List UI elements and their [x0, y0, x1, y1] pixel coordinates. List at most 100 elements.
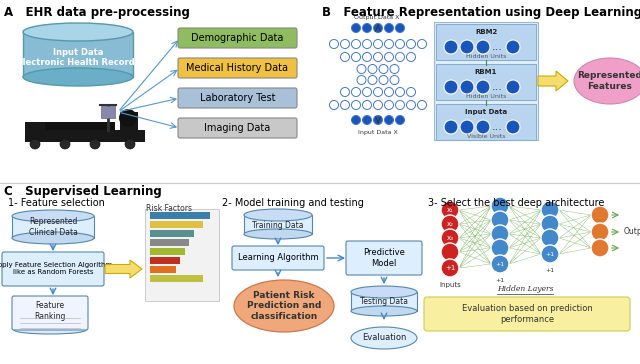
FancyBboxPatch shape: [178, 58, 297, 78]
Text: Input Data X: Input Data X: [358, 130, 398, 135]
Text: Imaging Data: Imaging Data: [204, 123, 271, 133]
Circle shape: [379, 64, 388, 74]
Text: ...: ...: [492, 42, 502, 52]
Text: +1: +1: [545, 252, 555, 257]
Bar: [150, 274, 203, 281]
Text: Predictive
Model: Predictive Model: [363, 248, 405, 268]
Circle shape: [444, 40, 458, 54]
Text: Represented
Features: Represented Features: [577, 71, 640, 91]
FancyBboxPatch shape: [232, 246, 324, 270]
Circle shape: [491, 255, 509, 273]
Text: Demographic Data: Demographic Data: [191, 33, 284, 43]
Text: Risk Factors: Risk Factors: [146, 204, 192, 213]
Circle shape: [385, 87, 394, 96]
Text: Patient Risk
Prediction and
classification: Patient Risk Prediction and classificati…: [247, 291, 321, 321]
Circle shape: [396, 87, 404, 96]
Circle shape: [330, 40, 339, 48]
Circle shape: [476, 120, 490, 134]
Text: Training Data: Training Data: [252, 221, 304, 229]
Circle shape: [351, 115, 360, 124]
Bar: [150, 248, 185, 254]
Circle shape: [60, 139, 70, 149]
Text: x₃: x₃: [447, 235, 453, 241]
Circle shape: [390, 75, 399, 84]
FancyBboxPatch shape: [101, 106, 115, 118]
Circle shape: [374, 100, 383, 110]
Text: Evaluation: Evaluation: [362, 333, 406, 343]
Circle shape: [444, 120, 458, 134]
Bar: [150, 238, 189, 245]
Text: C   Supervised Learning: C Supervised Learning: [4, 185, 162, 198]
FancyBboxPatch shape: [2, 252, 104, 286]
Circle shape: [491, 197, 509, 215]
FancyBboxPatch shape: [35, 122, 115, 130]
Circle shape: [357, 75, 366, 84]
Ellipse shape: [351, 306, 417, 316]
Text: 2- Model training and testing: 2- Model training and testing: [222, 198, 364, 208]
FancyBboxPatch shape: [178, 118, 297, 138]
Text: Hidden Units: Hidden Units: [466, 95, 506, 99]
Circle shape: [374, 52, 383, 62]
Text: Medical History Data: Medical History Data: [186, 63, 289, 73]
FancyBboxPatch shape: [145, 209, 219, 301]
Ellipse shape: [14, 326, 86, 334]
Circle shape: [340, 40, 349, 48]
Circle shape: [351, 52, 360, 62]
FancyBboxPatch shape: [12, 296, 88, 330]
Text: Output Data X': Output Data X': [355, 15, 402, 20]
Text: Visible Units: Visible Units: [467, 135, 505, 139]
FancyBboxPatch shape: [436, 64, 536, 100]
Circle shape: [374, 87, 383, 96]
Circle shape: [374, 24, 383, 32]
Text: +1: +1: [495, 261, 504, 266]
Circle shape: [362, 115, 371, 124]
Circle shape: [541, 229, 559, 247]
Circle shape: [506, 80, 520, 94]
Circle shape: [362, 24, 371, 32]
Circle shape: [351, 100, 360, 110]
Circle shape: [460, 120, 474, 134]
Text: Evaluation based on prediction
performance: Evaluation based on prediction performan…: [461, 304, 593, 324]
Ellipse shape: [12, 232, 94, 244]
Circle shape: [351, 40, 360, 48]
Circle shape: [362, 87, 371, 96]
FancyBboxPatch shape: [346, 241, 422, 275]
Circle shape: [368, 75, 377, 84]
Circle shape: [406, 100, 415, 110]
Circle shape: [385, 115, 394, 124]
Circle shape: [396, 40, 404, 48]
Circle shape: [396, 24, 404, 32]
Text: A   EHR data pre-processing: A EHR data pre-processing: [4, 6, 190, 19]
Circle shape: [362, 100, 371, 110]
Text: x₂: x₂: [447, 221, 454, 227]
Text: Apply Feature Selection Algorithm
like as Random Forests: Apply Feature Selection Algorithm like a…: [0, 262, 113, 276]
Text: Hidden Units: Hidden Units: [466, 55, 506, 59]
FancyBboxPatch shape: [23, 32, 133, 77]
Circle shape: [385, 100, 394, 110]
FancyBboxPatch shape: [434, 22, 538, 140]
Ellipse shape: [351, 286, 417, 298]
Circle shape: [460, 40, 474, 54]
Bar: [150, 221, 203, 228]
Circle shape: [125, 139, 135, 149]
Circle shape: [441, 229, 459, 247]
Circle shape: [351, 24, 360, 32]
FancyBboxPatch shape: [351, 292, 417, 311]
Circle shape: [396, 115, 404, 124]
Text: Input Data
(Electronic Health Records): Input Data (Electronic Health Records): [13, 48, 143, 67]
Circle shape: [417, 40, 426, 48]
Text: +1: +1: [445, 265, 455, 271]
FancyBboxPatch shape: [178, 28, 297, 48]
Circle shape: [591, 239, 609, 257]
Circle shape: [476, 40, 490, 54]
Circle shape: [444, 80, 458, 94]
Circle shape: [591, 223, 609, 241]
FancyBboxPatch shape: [12, 216, 94, 238]
Ellipse shape: [23, 68, 133, 86]
Text: Hidden Layers: Hidden Layers: [497, 285, 553, 293]
Circle shape: [340, 52, 349, 62]
Circle shape: [90, 139, 100, 149]
Text: Laboratory Test: Laboratory Test: [200, 93, 275, 103]
Text: Represented
Clinical Data: Represented Clinical Data: [29, 217, 77, 237]
Circle shape: [362, 52, 371, 62]
